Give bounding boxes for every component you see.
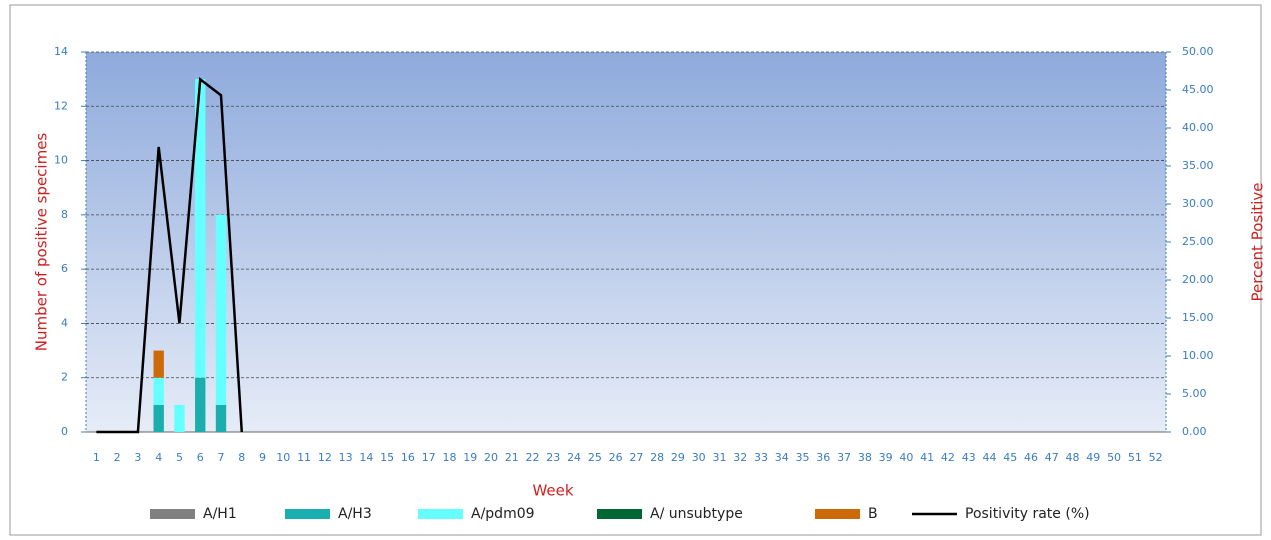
legend-swatch xyxy=(597,509,642,519)
x-tick-label: 4 xyxy=(155,451,162,464)
legend-label: A/H3 xyxy=(338,506,372,522)
y-axis-title: Number of positive specimes xyxy=(33,133,51,352)
y-tick-label: 0 xyxy=(61,425,68,438)
x-tick-label: 33 xyxy=(754,451,768,464)
x-tick-label: 7 xyxy=(218,451,225,464)
x-tick-label: 1 xyxy=(93,451,100,464)
x-tick-label: 52 xyxy=(1149,451,1163,464)
y2-tick-label: 45.00 xyxy=(1182,83,1214,96)
y-tick-label: 10 xyxy=(54,154,68,167)
legend-label: A/H1 xyxy=(203,506,237,522)
y2-tick-label: 50.00 xyxy=(1182,45,1214,58)
x-tick-label: 3 xyxy=(134,451,141,464)
x-tick-label: 11 xyxy=(297,451,311,464)
x-tick-label: 23 xyxy=(546,451,560,464)
x-tick-label: 5 xyxy=(176,451,183,464)
x-tick-label: 8 xyxy=(238,451,245,464)
x-tick-label: 36 xyxy=(816,451,830,464)
x-tick-label: 17 xyxy=(422,451,436,464)
x-tick-label: 27 xyxy=(629,451,643,464)
x-axis-title: Week xyxy=(532,482,573,500)
x-tick-label: 43 xyxy=(962,451,976,464)
x-tick-label: 15 xyxy=(380,451,394,464)
y2-axis-title: Percent Positive xyxy=(1249,182,1267,301)
bar xyxy=(195,377,206,432)
plot-area xyxy=(86,52,1166,432)
bar xyxy=(153,404,164,432)
y-tick-label: 8 xyxy=(61,208,68,221)
legend-swatch xyxy=(285,509,330,519)
y2-tick-label: 30.00 xyxy=(1182,197,1214,210)
x-tick-label: 34 xyxy=(775,451,789,464)
x-tick-label: 22 xyxy=(526,451,540,464)
x-tick-label: 48 xyxy=(1066,451,1080,464)
legend-swatch xyxy=(815,509,860,519)
bar xyxy=(215,404,227,432)
x-tick-label: 26 xyxy=(609,451,623,464)
bar xyxy=(215,214,227,405)
y2-tick-label: 10.00 xyxy=(1182,349,1214,362)
x-tick-label: 40 xyxy=(899,451,913,464)
x-tick-label: 51 xyxy=(1128,451,1142,464)
legend-label: Positivity rate (%) xyxy=(965,506,1090,522)
legend-label: B xyxy=(868,506,878,522)
x-tick-label: 45 xyxy=(1003,451,1017,464)
x-tick-label: 38 xyxy=(858,451,872,464)
legend-swatch xyxy=(418,509,463,519)
legend-swatch xyxy=(150,509,195,519)
x-tick-label: 47 xyxy=(1045,451,1059,464)
y2-tick-label: 20.00 xyxy=(1182,273,1214,286)
x-tick-label: 32 xyxy=(733,451,747,464)
x-tick-label: 31 xyxy=(712,451,726,464)
legend-label: A/pdm09 xyxy=(471,506,535,522)
x-tick-label: 19 xyxy=(463,451,477,464)
x-tick-label: 2 xyxy=(114,451,121,464)
y2-tick-label: 35.00 xyxy=(1182,159,1214,172)
x-tick-label: 25 xyxy=(588,451,602,464)
y2-tick-label: 5.00 xyxy=(1182,387,1207,400)
x-tick-label: 6 xyxy=(197,451,204,464)
x-tick-label: 14 xyxy=(359,451,373,464)
bar xyxy=(195,79,206,378)
x-tick-label: 46 xyxy=(1024,451,1038,464)
y-tick-label: 14 xyxy=(54,45,68,58)
x-tick-label: 42 xyxy=(941,451,955,464)
x-tick-label: 18 xyxy=(442,451,456,464)
x-tick-label: 28 xyxy=(650,451,664,464)
x-tick-label: 13 xyxy=(339,451,353,464)
y2-tick-label: 25.00 xyxy=(1182,235,1214,248)
line xyxy=(96,76,244,434)
x-tick-label: 44 xyxy=(982,451,996,464)
x-tick-label: 35 xyxy=(796,451,810,464)
bar xyxy=(153,377,164,405)
x-tick-label: 30 xyxy=(692,451,706,464)
x-tick-label: 29 xyxy=(671,451,685,464)
y-tick-label: 12 xyxy=(54,99,68,112)
y2-tick-label: 40.00 xyxy=(1182,121,1214,134)
x-tick-label: 49 xyxy=(1086,451,1100,464)
bar xyxy=(174,404,185,432)
x-tick-label: 9 xyxy=(259,451,266,464)
x-tick-label: 16 xyxy=(401,451,415,464)
x-tick-label: 37 xyxy=(837,451,851,464)
x-tick-label: 12 xyxy=(318,451,332,464)
x-tick-label: 10 xyxy=(276,451,290,464)
y-tick-label: 2 xyxy=(61,371,68,384)
legend-label: A/ unsubtype xyxy=(650,506,743,522)
x-tick-label: 21 xyxy=(505,451,519,464)
x-tick-label: 39 xyxy=(879,451,893,464)
x-tick-label: 50 xyxy=(1107,451,1121,464)
x-tick-label: 20 xyxy=(484,451,498,464)
y2-tick-label: 15.00 xyxy=(1182,311,1214,324)
x-tick-label: 41 xyxy=(920,451,934,464)
bar xyxy=(153,350,164,378)
y2-tick-label: 0.00 xyxy=(1182,425,1207,438)
x-tick-label: 24 xyxy=(567,451,581,464)
y-tick-label: 4 xyxy=(61,316,68,329)
y-tick-label: 6 xyxy=(61,262,68,275)
